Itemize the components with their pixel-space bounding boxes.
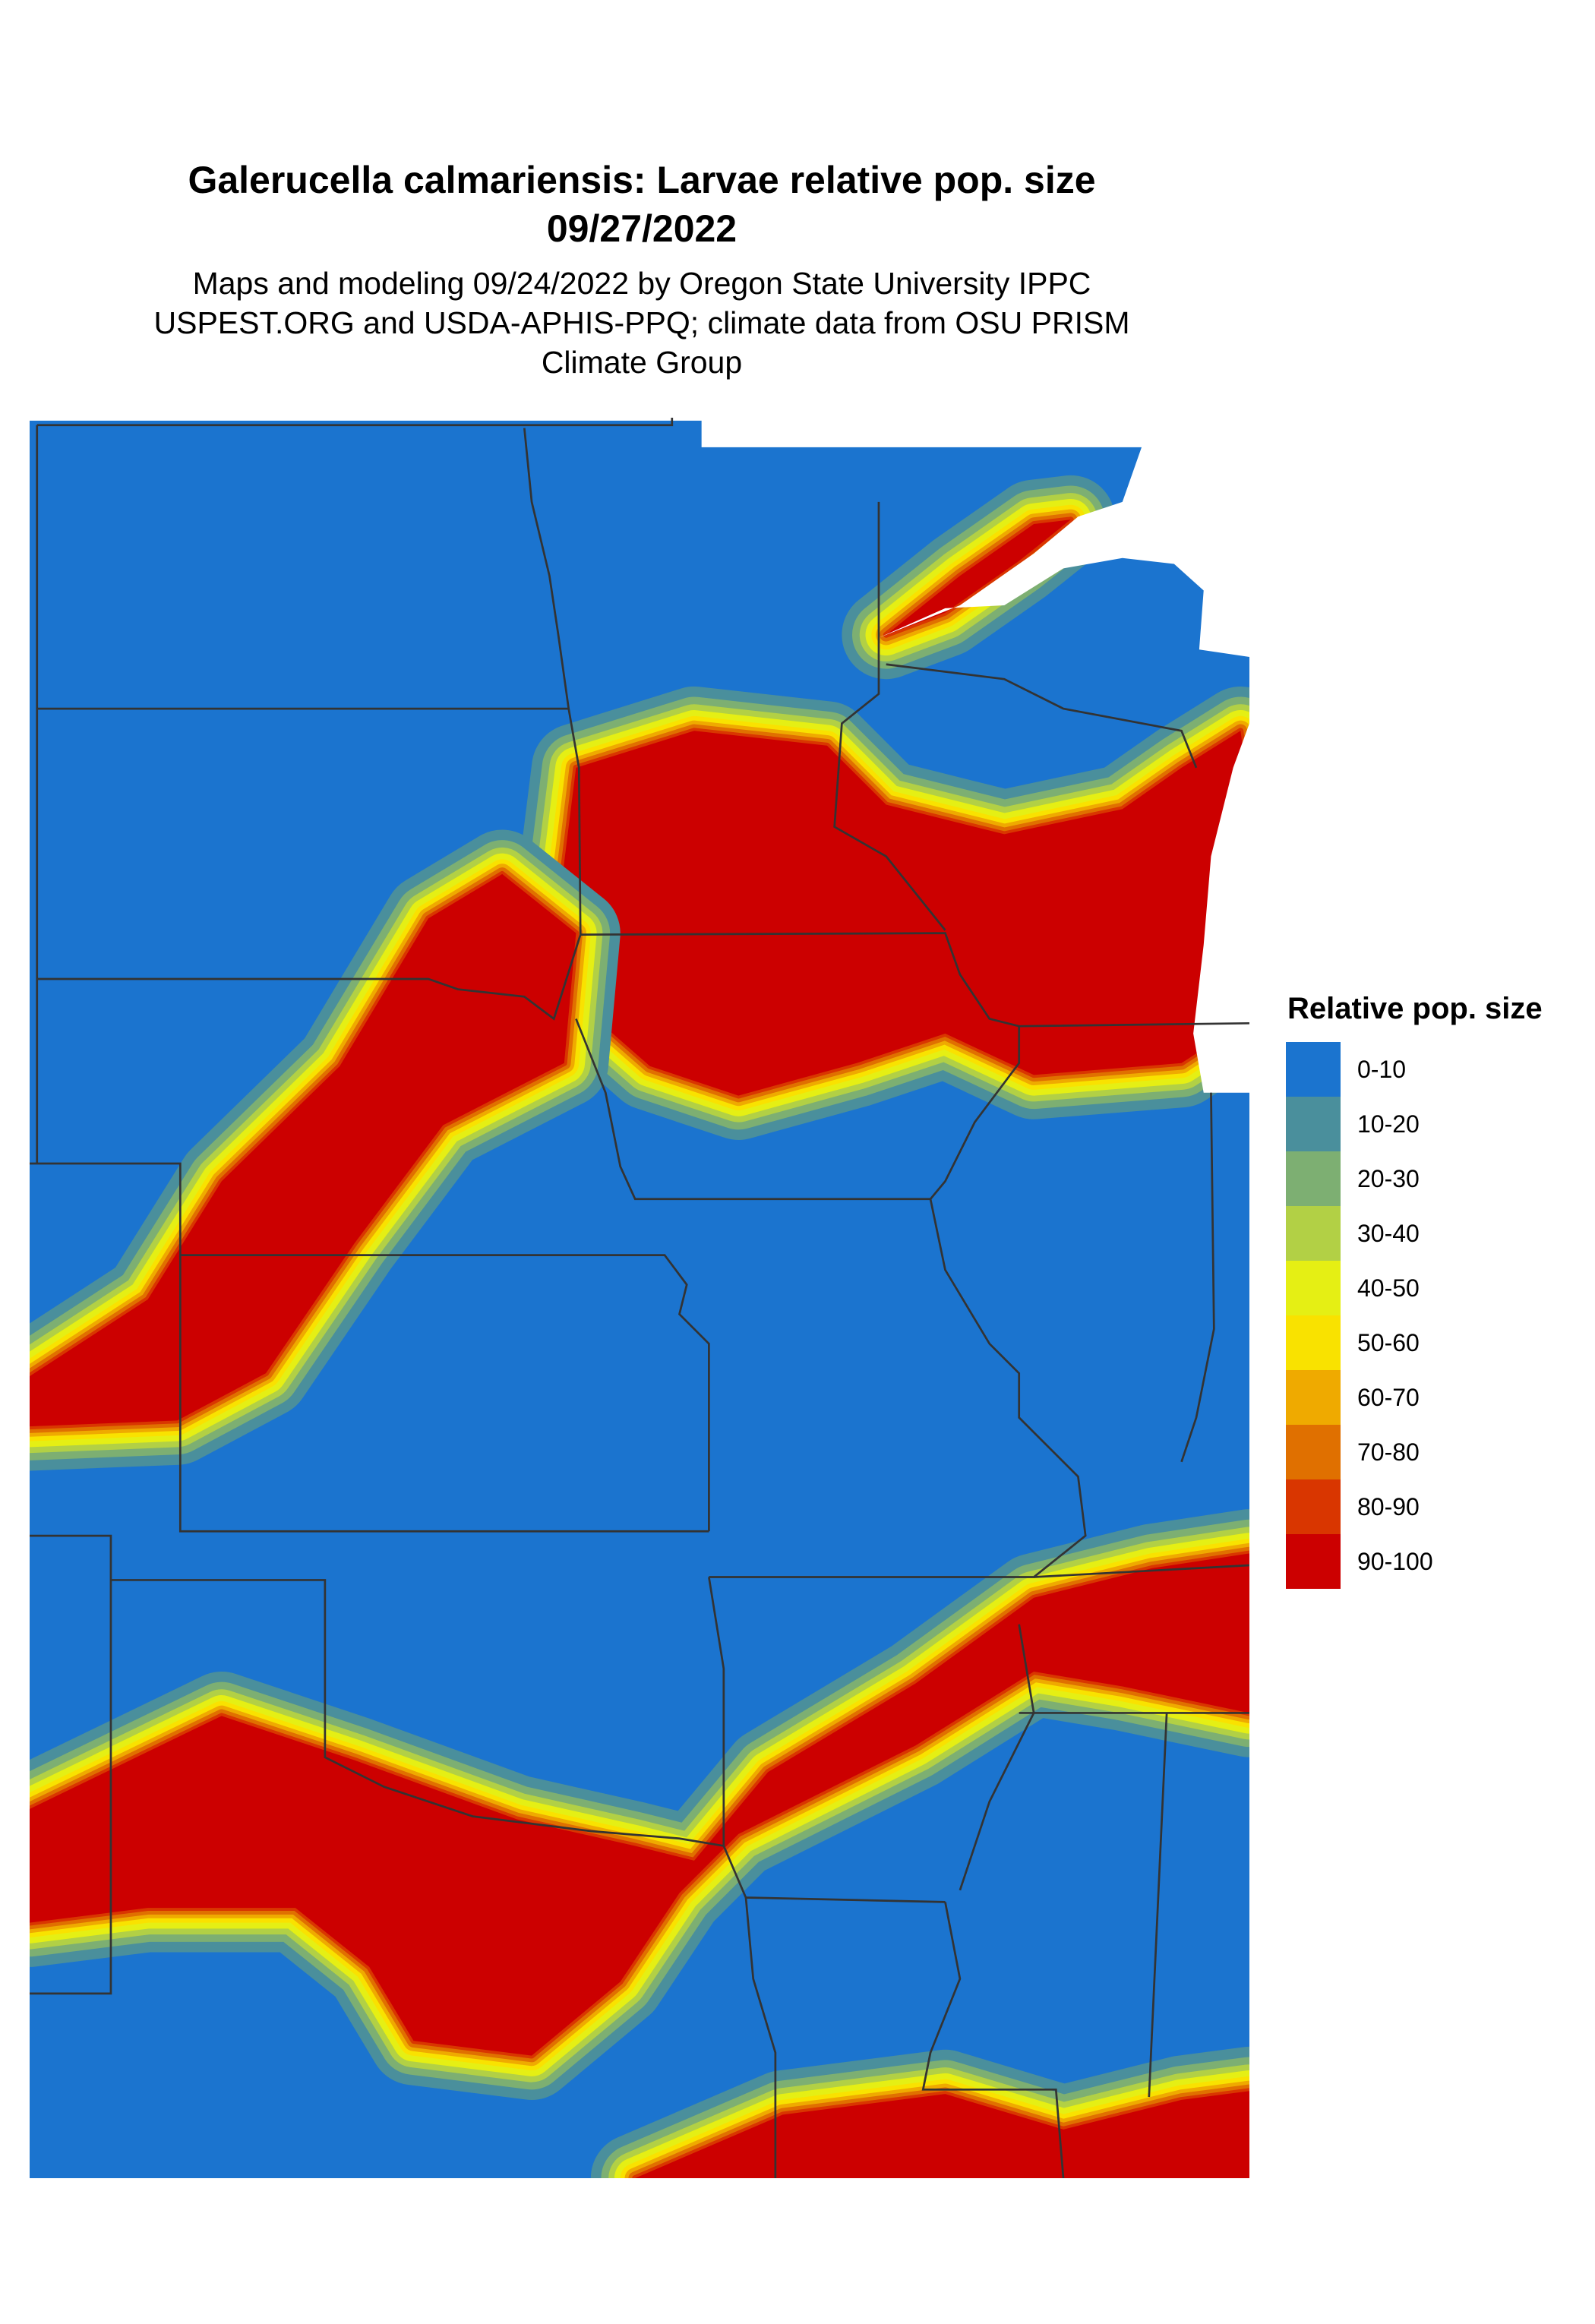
legend-label: 20-30 <box>1357 1164 1420 1192</box>
subtitle-line-1: Maps and modeling 09/24/2022 by Oregon S… <box>192 266 1091 301</box>
lake-superior-shore-hotspot <box>886 519 1071 635</box>
lake-superior <box>878 418 1249 658</box>
legend-label: 50-60 <box>1357 1328 1420 1356</box>
legend-item: 90-100 <box>1286 1534 1433 1589</box>
legend-item: 20-30 <box>1286 1151 1433 1206</box>
legend-swatch <box>1286 1534 1341 1589</box>
legend-swatch <box>1286 1261 1341 1315</box>
legend-label: 60-70 <box>1357 1383 1420 1411</box>
legend-swatch <box>1286 1151 1341 1206</box>
legend-label: 90-100 <box>1357 1547 1433 1575</box>
legend-item: 0-10 <box>1286 1042 1433 1097</box>
southern-plains-hotspot <box>30 1553 1249 2056</box>
legend-label: 70-80 <box>1357 1438 1420 1466</box>
legend-item: 30-40 <box>1286 1206 1433 1261</box>
legend: 0-10 10-20 20-30 30-40 40-50 50-60 60-70 70-80 8… <box>1286 1042 1433 1589</box>
lake-michigan <box>1193 723 1249 1093</box>
legend-swatch <box>1286 1479 1341 1534</box>
upper-midwest-hotspot <box>561 731 1249 1096</box>
legend-label: 40-50 <box>1357 1274 1420 1302</box>
legend-item: 70-80 <box>1286 1425 1433 1479</box>
map-date: 09/27/2022 <box>546 207 737 250</box>
legend-item: 40-50 <box>1286 1261 1433 1315</box>
legend-label: 80-90 <box>1357 1492 1420 1520</box>
subtitle-line-2: USPEST.ORG and USDA-APHIS-PPQ; climate d… <box>153 305 1130 340</box>
map-title: Galerucella calmariensis: Larvae relativ… <box>188 159 1096 201</box>
legend-label: 10-20 <box>1357 1110 1420 1138</box>
legend-item: 50-60 <box>1286 1315 1433 1370</box>
legend-item: 80-90 <box>1286 1479 1433 1534</box>
legend-title: Relative pop. size <box>1287 992 1543 1025</box>
legend-swatch <box>1286 1097 1341 1151</box>
gulf-coast-hotspot <box>635 2091 1249 2178</box>
legend-swatch <box>1286 1370 1341 1425</box>
legend-swatch <box>1286 1425 1341 1479</box>
legend-swatch <box>1286 1315 1341 1370</box>
legend-swatch <box>1286 1042 1341 1097</box>
legend-swatch <box>1286 1206 1341 1261</box>
legend-label: 30-40 <box>1357 1219 1420 1247</box>
legend-label: 0-10 <box>1357 1055 1407 1083</box>
subtitle-line-3: Climate Group <box>541 345 743 380</box>
legend-item: 10-20 <box>1286 1097 1433 1151</box>
legend-item: 60-70 <box>1286 1370 1433 1425</box>
plains-hotspot <box>30 873 576 1427</box>
population-map <box>30 418 1249 2178</box>
state-borders <box>30 418 1249 2178</box>
